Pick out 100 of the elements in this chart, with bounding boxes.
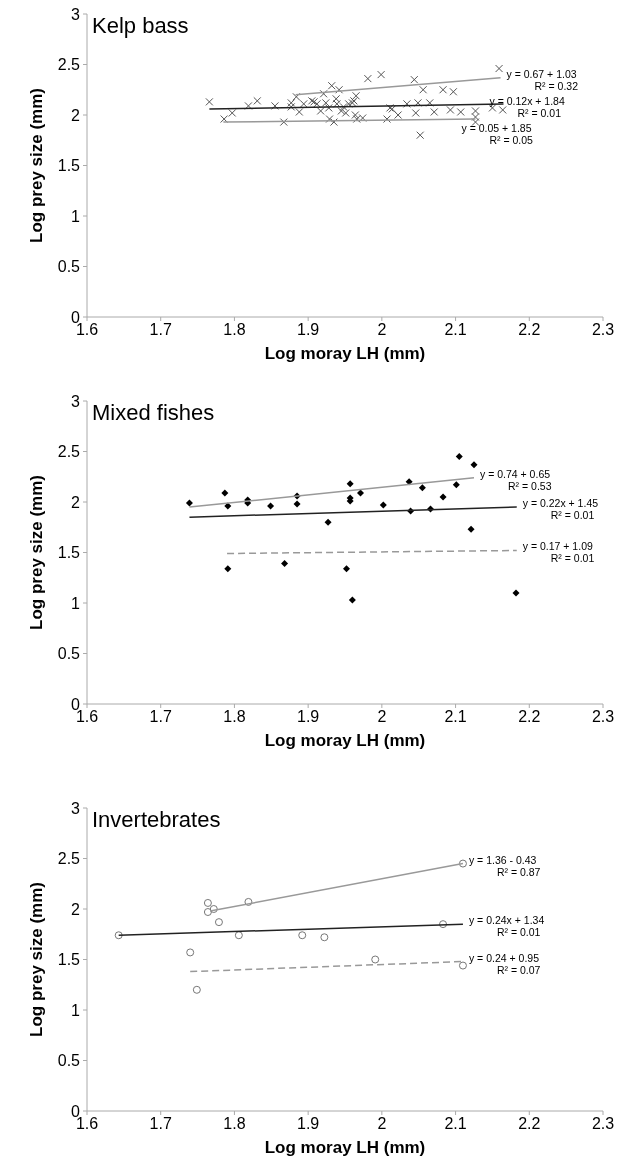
x-tick-label: 1.6 bbox=[75, 1115, 99, 1132]
chart-title: Mixed fishes bbox=[92, 400, 215, 425]
point bbox=[339, 102, 348, 111]
y-tick-label: 3 bbox=[71, 5, 81, 23]
x-axis-title: Log moray LH (mm) bbox=[264, 731, 426, 750]
annotation: y = 0.05 + 1.85 R² = 0.05 bbox=[461, 121, 534, 146]
point bbox=[495, 64, 504, 73]
point bbox=[114, 931, 123, 940]
point bbox=[452, 481, 460, 489]
point bbox=[458, 961, 467, 970]
point bbox=[439, 85, 448, 94]
x-tick-label: 2.3 bbox=[591, 1115, 615, 1132]
point bbox=[455, 453, 463, 461]
point bbox=[295, 107, 304, 116]
point bbox=[325, 115, 334, 124]
point bbox=[209, 905, 218, 913]
y-tick-label: 0.5 bbox=[57, 645, 81, 663]
point bbox=[388, 104, 397, 113]
point bbox=[244, 101, 253, 110]
x-tick-label: 1.8 bbox=[223, 708, 246, 725]
point bbox=[512, 589, 520, 597]
point bbox=[332, 94, 341, 103]
y-tick-label: 2 bbox=[71, 900, 81, 918]
x-tick-label: 2 bbox=[377, 1115, 387, 1132]
point bbox=[244, 897, 253, 906]
point bbox=[416, 131, 425, 140]
x-tick-label: 2.1 bbox=[444, 321, 467, 338]
y-tick-label: 1.5 bbox=[57, 157, 81, 175]
annotation: y = 0.22x + 1.45 R² = 0.01 bbox=[522, 497, 599, 522]
point bbox=[192, 985, 201, 994]
y-axis-title: Log prey size (mm) bbox=[27, 475, 46, 630]
point bbox=[471, 106, 480, 115]
x-tick-label: 2.2 bbox=[518, 1115, 541, 1132]
point bbox=[316, 106, 325, 115]
point bbox=[224, 565, 232, 573]
annotation: y = 0.12x + 1.84 R² = 0.01 bbox=[489, 94, 565, 119]
point bbox=[335, 85, 344, 94]
point bbox=[292, 92, 301, 101]
x-tick-label: 1.9 bbox=[297, 708, 320, 725]
point bbox=[385, 103, 394, 112]
point bbox=[348, 596, 356, 604]
point bbox=[498, 105, 507, 114]
point bbox=[471, 118, 480, 127]
y-tick-label: 1.5 bbox=[57, 544, 81, 562]
point bbox=[351, 111, 360, 119]
point bbox=[287, 102, 296, 111]
point bbox=[270, 101, 279, 110]
point bbox=[267, 502, 275, 510]
point bbox=[203, 898, 212, 907]
annotation: y = 0.24x + 1.34 R² = 0.01 bbox=[468, 914, 545, 939]
point bbox=[186, 948, 195, 957]
y-tick-label: 2 bbox=[71, 493, 81, 511]
x-tick-label: 2 bbox=[377, 321, 387, 338]
point bbox=[446, 105, 455, 114]
point bbox=[471, 113, 480, 122]
x-tick-label: 1.8 bbox=[223, 321, 246, 338]
point bbox=[394, 111, 403, 119]
x-tick-label: 2.2 bbox=[518, 708, 541, 725]
point bbox=[418, 484, 426, 492]
point bbox=[430, 107, 439, 116]
point bbox=[205, 97, 214, 106]
point bbox=[319, 89, 328, 98]
point bbox=[279, 118, 288, 127]
annotation: y = 1.36 - 0.43 R² = 0.87 bbox=[468, 853, 541, 878]
point bbox=[329, 118, 338, 127]
point bbox=[299, 99, 308, 108]
x-tick-label: 2.2 bbox=[518, 321, 541, 338]
y-tick-label: 1 bbox=[71, 594, 81, 612]
point bbox=[324, 518, 332, 526]
chart-title: Invertebrates bbox=[92, 807, 221, 832]
annotation: y = 0.67 + 1.03 R² = 0.32 bbox=[506, 67, 579, 92]
point bbox=[410, 75, 419, 84]
point bbox=[419, 85, 428, 94]
point bbox=[377, 70, 386, 79]
x-tick-label: 2.1 bbox=[444, 708, 467, 725]
point bbox=[221, 489, 229, 497]
x-tick-label: 1.7 bbox=[149, 708, 172, 725]
x-axis-title: Log moray LH (mm) bbox=[264, 344, 426, 363]
x-tick-label: 2.3 bbox=[591, 708, 615, 725]
point bbox=[307, 96, 316, 105]
x-tick-label: 1.6 bbox=[75, 708, 99, 725]
point bbox=[298, 931, 307, 940]
point bbox=[185, 499, 193, 507]
annotation: y = 0.17 + 1.09 R² = 0.01 bbox=[522, 540, 595, 565]
point bbox=[402, 99, 411, 108]
point bbox=[220, 115, 229, 124]
y-tick-label: 2.5 bbox=[57, 56, 81, 74]
point bbox=[456, 107, 465, 116]
annotation: y = 0.74 + 0.65 R² = 0.53 bbox=[480, 467, 552, 492]
y-tick-label: 1 bbox=[71, 207, 81, 225]
point bbox=[344, 99, 353, 108]
point bbox=[379, 501, 387, 509]
point bbox=[352, 91, 361, 100]
y-axis-title: Log prey size (mm) bbox=[27, 882, 46, 1037]
point bbox=[458, 859, 467, 868]
point bbox=[346, 480, 354, 488]
point bbox=[342, 565, 350, 573]
point bbox=[449, 87, 458, 96]
point bbox=[383, 115, 392, 124]
point bbox=[356, 489, 364, 497]
